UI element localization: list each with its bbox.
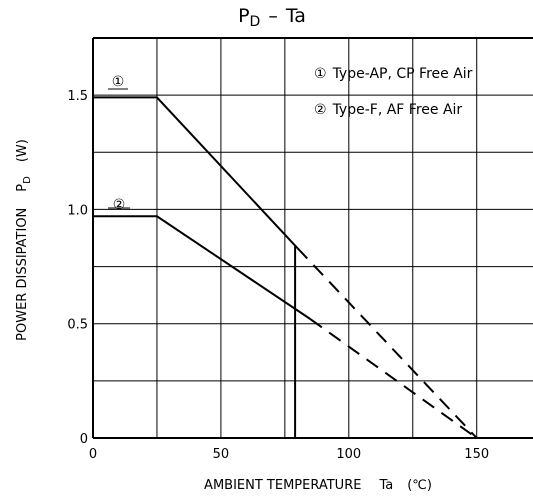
plot-frame	[92, 37, 533, 439]
legend-entry-2: ② Type-F, AF Free Air	[314, 102, 462, 118]
y-tick-label-0: 0	[80, 432, 88, 447]
y-tick-labels: 0 0.5 1.0 1.5	[67, 89, 88, 447]
legend: ① Type-AP, CP Free Air ② Type-F, AF Free A…	[314, 66, 473, 118]
series-1-dashed-line	[296, 247, 478, 439]
y-axis-label-symbol-sub: D	[22, 176, 33, 184]
x-tick-labels: 0 50 100 150	[89, 447, 489, 462]
title-main: P	[238, 5, 249, 27]
x-axis-label: AMBIENT TEMPERATURE Ta (℃)	[204, 478, 432, 493]
legend-marker-1: ①	[314, 66, 327, 82]
series-2-solid-line	[93, 215, 311, 320]
series-2-dashed-line	[309, 318, 478, 439]
series-1-solid-line	[93, 96, 299, 249]
series-markers: ① ②	[108, 74, 130, 213]
series-marker-1: ①	[112, 74, 125, 90]
title-rest: Ta	[285, 5, 306, 27]
legend-entry-1: ① Type-AP, CP Free Air	[314, 66, 473, 82]
chart-title: PD – Ta	[238, 5, 306, 30]
title-separator: –	[268, 5, 278, 27]
series-marker-2: ②	[113, 197, 126, 213]
x-tick-label-1: 50	[213, 447, 230, 462]
svg-text:POWER DISSIPATIONPD(W): POWER DISSIPATION PD (W)	[15, 139, 33, 341]
series-group	[93, 96, 478, 439]
grid	[93, 38, 533, 438]
x-tick-label-3: 150	[464, 447, 489, 462]
legend-marker-2: ②	[314, 102, 327, 118]
y-tick-label-3: 1.5	[67, 89, 88, 104]
y-axis-label-unit: (W)	[15, 139, 30, 162]
x-axis-label-unit: (℃)	[407, 478, 432, 493]
x-tick-label-0: 0	[89, 447, 97, 462]
x-tick-label-2: 100	[336, 447, 361, 462]
y-axis-label-text: POWER DISSIPATION	[15, 208, 30, 341]
title-sub: D	[250, 14, 261, 30]
y-tick-label-2: 1.0	[67, 203, 88, 218]
y-axis-label: POWER DISSIPATION PD (W)	[15, 139, 33, 341]
legend-label-2: Type-F, AF Free Air	[332, 102, 463, 118]
y-axis-label-symbol: P	[15, 184, 30, 192]
y-tick-label-1: 0.5	[67, 318, 88, 333]
x-axis-label-text: AMBIENT TEMPERATURE	[204, 478, 361, 493]
legend-label-1: Type-AP, CP Free Air	[332, 66, 473, 82]
x-axis-label-symbol: Ta	[378, 478, 393, 493]
